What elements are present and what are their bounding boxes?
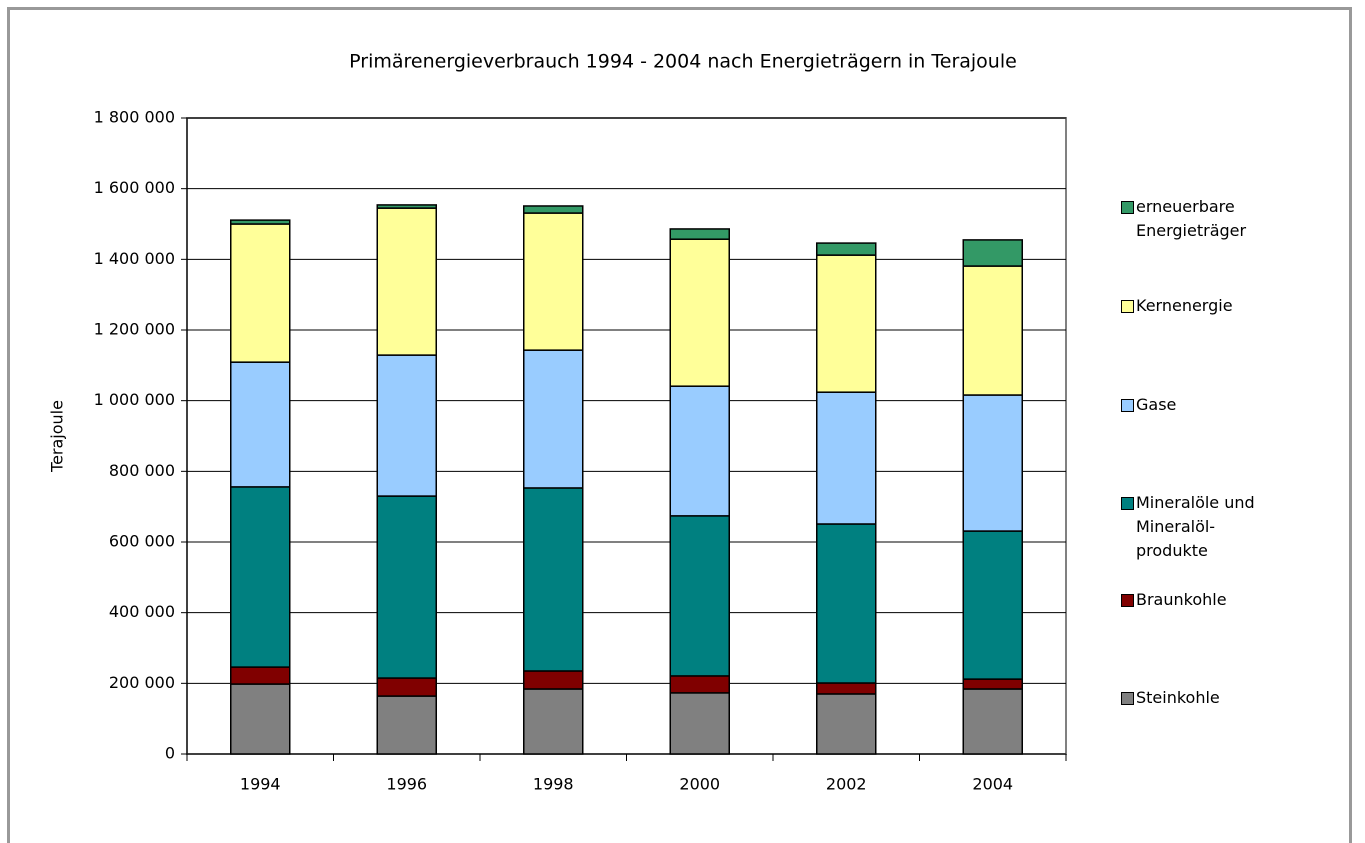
legend-entry: Braunkohle — [1121, 588, 1271, 612]
legend-label: Steinkohle — [1136, 688, 1220, 707]
bar-segment — [376, 354, 437, 497]
legend-swatch — [1121, 594, 1134, 607]
bar-segment — [816, 523, 877, 684]
legend-label: Kernenergie — [1136, 296, 1233, 315]
legend-entry: Gase — [1121, 393, 1271, 417]
y-axis-label: Terajoule — [48, 400, 67, 473]
legend-swatch — [1121, 201, 1134, 214]
x-tick-label: 2002 — [826, 775, 867, 794]
legend-label: Mineralöle und Mineralöl-produkte — [1136, 493, 1255, 560]
y-tick-label: 800 000 — [109, 461, 175, 480]
bar-segment — [523, 670, 584, 690]
legend-swatch — [1121, 300, 1134, 313]
bar-segment — [962, 688, 1023, 755]
y-tick-label: 1 000 000 — [94, 390, 175, 409]
bar-segment — [816, 682, 877, 695]
legend-entry: Mineralöle und Mineralöl-produkte — [1121, 491, 1271, 563]
x-tick-label: 1996 — [386, 775, 427, 794]
y-tick-label: 1 400 000 — [94, 249, 175, 268]
bar-segment — [230, 666, 291, 685]
bar-segment — [230, 683, 291, 755]
bar-segment — [376, 207, 437, 356]
chart-frame — [7, 7, 1352, 843]
legend-label: Braunkohle — [1136, 590, 1227, 609]
bar-segment — [669, 692, 730, 755]
bar-segment — [816, 391, 877, 525]
bar-segment — [669, 228, 730, 240]
y-tick-label: 1 600 000 — [94, 178, 175, 197]
x-tick-label: 1998 — [533, 775, 574, 794]
legend-label: Gase — [1136, 395, 1177, 414]
x-tick-label: 2000 — [679, 775, 720, 794]
bar-segment — [669, 515, 730, 677]
legend-entry: erneuerbare Energieträger — [1121, 195, 1271, 243]
bar-segment — [962, 678, 1023, 690]
bar-segment — [523, 349, 584, 489]
x-tick-label: 2004 — [972, 775, 1013, 794]
y-tick-label: 1 200 000 — [94, 320, 175, 339]
bar-segment — [962, 239, 1023, 267]
bar-segment — [816, 242, 877, 256]
legend-entry: Kernenergie — [1121, 294, 1271, 318]
bar-segment — [669, 238, 730, 387]
bar-segment — [523, 212, 584, 351]
chart-title: Primärenergieverbrauch 1994 - 2004 nach … — [349, 51, 1017, 73]
bar-segment — [962, 394, 1023, 532]
plot-area — [186, 117, 1067, 755]
bar-segment — [962, 530, 1023, 680]
y-tick-label: 400 000 — [109, 602, 175, 621]
bar-segment — [523, 487, 584, 672]
bar-segment — [230, 223, 291, 363]
bar-segment — [669, 675, 730, 694]
y-tick-label: 1 800 000 — [94, 108, 175, 127]
legend-swatch — [1121, 497, 1134, 510]
bar-segment — [816, 254, 877, 393]
legend-swatch — [1121, 692, 1134, 705]
bar-segment — [376, 204, 437, 209]
bar-segment — [816, 693, 877, 755]
bar-segment — [376, 677, 437, 697]
y-tick-label: 600 000 — [109, 532, 175, 551]
bar-segment — [523, 205, 584, 214]
y-tick-label: 0 — [165, 744, 175, 763]
bar-segment — [230, 361, 291, 488]
x-tick-label: 1994 — [240, 775, 281, 794]
bar-segment — [376, 695, 437, 755]
bar-segment — [962, 265, 1023, 396]
y-tick-label: 200 000 — [109, 673, 175, 692]
bar-segment — [669, 385, 730, 517]
legend-swatch — [1121, 399, 1134, 412]
bar-segment — [230, 219, 291, 225]
bar-segment — [230, 486, 291, 668]
bar-segment — [376, 495, 437, 679]
legend-entry: Steinkohle — [1121, 686, 1271, 710]
bar-segment — [523, 688, 584, 755]
legend-label: erneuerbare Energieträger — [1136, 197, 1247, 240]
